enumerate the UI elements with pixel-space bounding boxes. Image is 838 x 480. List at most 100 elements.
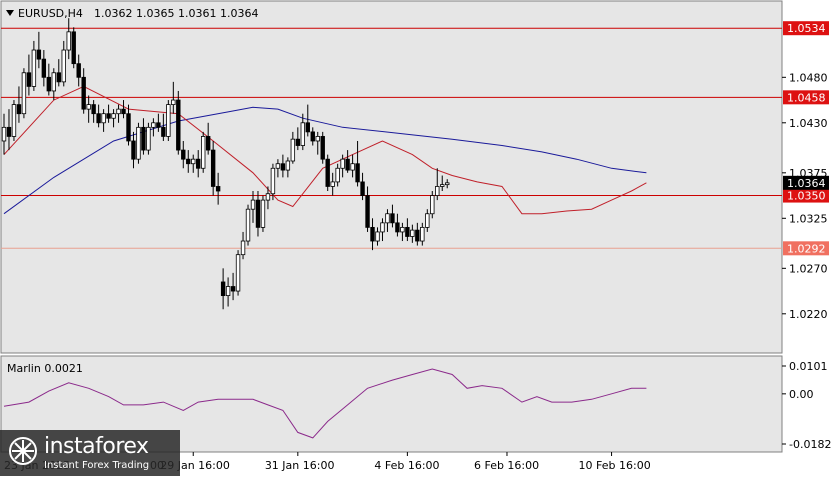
candle-bear	[91, 104, 96, 115]
candle-bull	[245, 208, 251, 242]
candle-bull	[435, 186, 440, 196]
candle-bear	[176, 99, 181, 151]
y-tick-label: 1.0480	[789, 71, 828, 84]
candle-bull	[410, 229, 415, 237]
oscillator-line	[3, 368, 647, 439]
osc-tick-label: 0.00	[789, 388, 814, 401]
candle-bull	[270, 167, 276, 195]
candle-bull	[250, 199, 256, 210]
candle-bull	[31, 49, 37, 87]
candle-bear	[26, 72, 32, 87]
candle-bear	[220, 281, 226, 297]
candle-bear	[6, 126, 12, 137]
level-badge: 1.0350	[787, 190, 826, 203]
candle-bull	[191, 158, 196, 165]
candle-bull	[350, 163, 355, 171]
x-tick-label: 31 Jan 16:00	[265, 459, 335, 472]
candle-bear	[56, 72, 61, 83]
candle-bull	[101, 113, 106, 124]
candle-bear	[181, 149, 186, 160]
candle-bear	[141, 126, 146, 151]
candle-bull	[225, 286, 231, 297]
candle-bear	[295, 138, 301, 146]
y-tick-label: 1.0430	[789, 117, 828, 130]
candle-bear	[355, 163, 360, 183]
candle-bear	[395, 222, 400, 233]
candle-bull	[375, 231, 380, 242]
candle-bear	[210, 149, 216, 187]
y-tick-label: 1.0220	[789, 308, 828, 321]
candle-bear	[106, 113, 111, 119]
candle-bear	[76, 63, 81, 78]
candle-bull	[151, 122, 156, 128]
candle-bear	[131, 140, 136, 160]
candle-bear	[345, 158, 350, 171]
candle-bear	[255, 199, 261, 228]
y-tick-label: 1.0325	[789, 212, 828, 225]
candle-bear	[365, 195, 370, 228]
candle-bear	[46, 76, 52, 92]
candle-bear	[280, 163, 286, 171]
candle-bear	[405, 226, 410, 237]
candle-bull	[51, 72, 56, 92]
candle-bear	[215, 186, 221, 192]
candle-bull	[146, 126, 151, 151]
candles	[1, 18, 450, 310]
candle-bull	[200, 136, 206, 169]
candle-bull	[425, 213, 430, 228]
candle-bull	[235, 254, 241, 292]
level-badge-bg	[783, 188, 829, 203]
candle-bear	[370, 226, 375, 242]
candle-bull	[21, 72, 27, 115]
candle-bull	[171, 99, 176, 105]
osc-tick-label: -0.0182	[789, 438, 831, 451]
candle-bull	[300, 122, 305, 146]
candle-bull	[440, 184, 445, 187]
candle-bear	[320, 136, 325, 160]
candle-bear	[126, 113, 131, 142]
price-axis	[783, 0, 838, 476]
candle-bull	[11, 104, 17, 137]
candle-bull	[385, 213, 390, 224]
x-tick-label: 4 Feb 16:00	[374, 459, 439, 472]
oscillator-label: Marlin 0.0021	[7, 362, 83, 375]
candle-bull	[111, 113, 116, 119]
candle-bear	[325, 158, 330, 187]
candle-bear	[186, 158, 191, 165]
candle-bull	[265, 193, 271, 201]
candle-bull	[61, 49, 66, 83]
candle-bear	[156, 122, 161, 128]
watermark-name: instaforex	[44, 434, 149, 459]
candle-bull	[290, 138, 296, 162]
candle-bull	[335, 167, 340, 183]
x-tick-label: 6 Feb 16:00	[474, 459, 539, 472]
y-axis-ticks: 1.04801.04301.03751.03251.02701.02200.01…	[782, 71, 831, 451]
level-badge-bg	[783, 90, 829, 105]
oscillator-line-group	[3, 368, 647, 439]
candle-bull	[86, 104, 91, 110]
candle-bull	[240, 240, 246, 256]
candle-bear	[360, 181, 365, 196]
candle-bear	[390, 213, 395, 224]
ohlc-values: 1.0362 1.0365 1.0361 1.0364	[94, 7, 258, 20]
current-price-badge-bg	[783, 175, 829, 190]
candle-bull	[400, 226, 405, 233]
candle-bull	[116, 108, 121, 115]
candle-bear	[305, 122, 310, 133]
x-tick-label: 10 Feb 16:00	[579, 459, 651, 472]
main-panel	[0, 0, 783, 354]
collapse-triangle-icon[interactable]	[6, 10, 14, 16]
candle-bull	[340, 158, 345, 169]
candle-bull	[66, 31, 71, 51]
candle-bull	[166, 104, 171, 137]
candle-bear	[16, 104, 22, 115]
instaforex-logo-icon	[9, 437, 37, 465]
candle-bear	[41, 58, 47, 78]
candle-bull	[275, 163, 281, 169]
candle-bear	[121, 108, 126, 115]
osc-tick-label: 0.0101	[789, 360, 828, 373]
candle-bear	[71, 31, 76, 65]
y-tick-label: 1.0270	[789, 262, 828, 275]
symbol-label: EURUSD,H4	[18, 7, 83, 20]
